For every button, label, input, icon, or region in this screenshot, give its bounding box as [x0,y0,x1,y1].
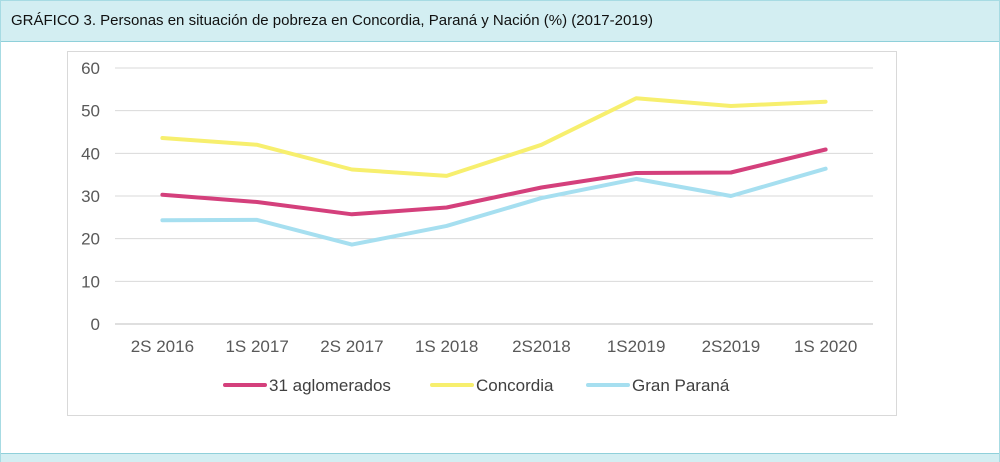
title-bar: GRÁFICO 3. Personas en situación de pobr… [1,1,999,42]
gridlines [115,67,873,325]
series-line-1 [160,96,828,178]
x-axis-ticks: 2S 2016 1S 2017 2S 2017 1S 2018 2S2018 1S2019… [131,337,858,356]
legend: 31 aglomerados Concordia Gran Paraná [223,376,730,395]
legend-label: 31 aglomerados [269,376,391,395]
x-tick-label: 1S 2020 [794,337,857,356]
x-tick-label: 2S 2017 [320,337,383,356]
bottom-strip [1,453,999,462]
y-axis-ticks: 0 10 20 30 40 50 60 [81,59,100,334]
legend-label: Gran Paraná [632,376,730,395]
figure-title: GRÁFICO 3. Personas en situación de pobr… [11,12,654,29]
y-tick-label: 20 [81,230,100,249]
x-tick-label: 2S 2016 [131,337,194,356]
x-tick-label: 2S2018 [512,337,571,356]
y-tick-label: 0 [91,315,100,334]
y-tick-label: 60 [81,59,100,78]
series-line-2 [160,166,828,247]
legend-label: Concordia [476,376,554,395]
chart-area [67,51,897,416]
y-tick-label: 40 [81,144,100,163]
series-lines [160,96,828,247]
x-tick-label: 2S2019 [702,337,761,356]
y-tick-label: 10 [81,272,100,291]
y-tick-label: 30 [81,187,100,206]
x-tick-label: 1S2019 [607,337,666,356]
series-line-0 [160,147,828,217]
y-tick-label: 50 [81,102,100,121]
x-tick-label: 1S 2017 [225,337,288,356]
x-tick-label: 1S 2018 [415,337,478,356]
